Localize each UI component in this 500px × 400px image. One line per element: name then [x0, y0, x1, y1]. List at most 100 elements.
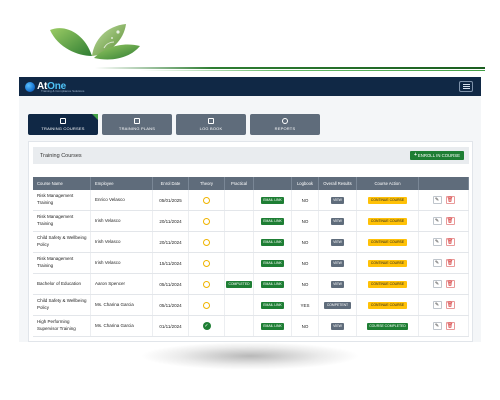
hamburger-menu-button[interactable] — [459, 81, 473, 92]
course-action-button[interactable]: CONTINUE COURSE — [368, 301, 407, 309]
training-courses-card: Training Courses + ENROLL IN COURSE Cour… — [28, 141, 473, 342]
delete-trash-icon[interactable]: 🗑 — [445, 322, 455, 330]
in-progress-ring-icon — [203, 301, 210, 309]
check-complete-icon: ✓ — [202, 322, 211, 330]
course-name-cell: Risk Management Training — [33, 190, 91, 210]
col-course-action: Course Action — [357, 177, 419, 190]
theory-status-cell — [189, 190, 225, 210]
col-enrol-date: Enrol Date — [153, 177, 189, 190]
course-name-cell: Bachelor of Education — [33, 274, 91, 294]
email-link-button[interactable]: EMAIL LINK — [260, 238, 285, 246]
course-action-button[interactable]: CONTINUE COURSE — [368, 259, 407, 267]
employee-cell: Irish Velasco — [91, 253, 153, 273]
course-name-cell: Child Safety & Wellbeing Policy — [33, 295, 91, 315]
course-action-button[interactable]: CONTINUE COURSE — [368, 217, 407, 225]
green-divider — [95, 67, 485, 69]
row-actions-cell: ✎ 🗑 — [419, 253, 469, 273]
email-link-button[interactable]: EMAIL LINK — [260, 259, 285, 267]
in-progress-ring-icon — [203, 280, 210, 288]
edit-pencil-icon[interactable]: ✎ — [432, 238, 442, 246]
col-practical: Practical — [225, 177, 254, 190]
enrol-date-cell: 01/11/2024 — [153, 316, 189, 336]
row-actions-cell: ✎ 🗑 — [419, 190, 469, 210]
tab-training-plans[interactable]: TRAINING PLANS — [102, 114, 172, 135]
course-action-cell: CONTINUE COURSE — [357, 253, 419, 273]
email-link-button[interactable]: EMAIL LINK — [260, 322, 285, 330]
course-action-button[interactable]: CONTINUE COURSE — [368, 238, 407, 246]
active-tab-marker — [92, 114, 98, 120]
result-button[interactable]: VIEW — [330, 322, 345, 330]
course-action-cell: COURSE COMPLETED — [357, 316, 419, 336]
enrol-date-cell: 05/11/2024 — [153, 295, 189, 315]
email-link-button[interactable]: EMAIL LINK — [260, 280, 285, 288]
course-action-cell: CONTINUE COURSE — [357, 295, 419, 315]
practical-cell — [225, 316, 254, 336]
delete-trash-icon[interactable]: 🗑 — [445, 238, 455, 246]
result-button[interactable]: VIEW — [330, 196, 345, 204]
edit-pencil-icon[interactable]: ✎ — [432, 196, 442, 204]
delete-trash-icon[interactable]: 🗑 — [445, 301, 455, 309]
course-action-cell: CONTINUE COURSE — [357, 190, 419, 210]
enroll-in-course-button[interactable]: + ENROLL IN COURSE — [409, 151, 464, 160]
email-cell: EMAIL LINK — [254, 274, 292, 294]
edit-pencil-icon[interactable]: ✎ — [432, 322, 442, 330]
overall-result-cell: VIEW — [319, 253, 357, 273]
employee-cell: Ms. Charina Garcia — [91, 316, 153, 336]
theory-status-cell: ✓ — [189, 316, 225, 336]
practical-cell — [225, 211, 254, 231]
overall-result-cell: VIEW — [319, 316, 357, 336]
result-button[interactable]: VIEW — [330, 238, 345, 246]
result-button[interactable]: VIEW — [330, 280, 345, 288]
result-button[interactable]: COMPETENT — [324, 301, 351, 309]
delete-trash-icon[interactable]: 🗑 — [445, 259, 455, 267]
delete-trash-icon[interactable]: 🗑 — [445, 196, 455, 204]
brand-name: AtOne — [37, 81, 67, 92]
tab-training-courses[interactable]: TRAINING COURSES — [28, 114, 98, 135]
drop-shadow — [140, 342, 360, 370]
delete-trash-icon[interactable]: 🗑 — [445, 280, 455, 288]
table-row: Risk Management Training Enrico Velasco 05… — [33, 190, 469, 211]
in-progress-ring-icon — [203, 217, 210, 225]
tab-reports[interactable]: REPORTS — [250, 114, 320, 135]
practical-status-badge: COMPLETED — [225, 280, 253, 288]
in-progress-ring-icon — [203, 259, 210, 267]
enroll-button-label: ENROLL IN COURSE — [417, 153, 460, 158]
overall-result-cell: VIEW — [319, 190, 357, 210]
email-link-button[interactable]: EMAIL LINK — [260, 196, 285, 204]
clipboard-icon — [134, 118, 140, 124]
course-name-cell: High Performing Supervisor Training — [33, 316, 91, 336]
book-icon — [60, 118, 66, 124]
course-name-cell: Risk Management Training — [33, 211, 91, 231]
tab-log-book[interactable]: LOG BOOK — [176, 114, 246, 135]
result-button[interactable]: VIEW — [330, 217, 345, 225]
logbook-cell: NO — [292, 232, 319, 252]
employee-cell: Irish Velasco — [91, 232, 153, 252]
course-action-button[interactable]: CONTINUE COURSE — [368, 280, 407, 288]
course-action-cell: CONTINUE COURSE — [357, 232, 419, 252]
email-cell: EMAIL LINK — [254, 253, 292, 273]
overall-result-cell: VIEW — [319, 211, 357, 231]
edit-pencil-icon[interactable]: ✎ — [432, 301, 442, 309]
edit-pencil-icon[interactable]: ✎ — [432, 280, 442, 288]
row-actions-cell: ✎ 🗑 — [419, 232, 469, 252]
edit-pencil-icon[interactable]: ✎ — [432, 259, 442, 267]
table-header-row: Course Name Employee Enrol Date Theory P… — [33, 177, 469, 190]
result-button[interactable]: VIEW — [330, 259, 345, 267]
email-cell: EMAIL LINK — [254, 190, 292, 210]
col-overall-results: Overall Results — [319, 177, 357, 190]
brand-logo[interactable]: AtOne — [25, 81, 66, 92]
enrol-date-cell: 05/11/2024 — [153, 274, 189, 294]
delete-trash-icon[interactable]: 🗑 — [445, 217, 455, 225]
email-link-button[interactable]: EMAIL LINK — [260, 301, 285, 309]
col-course-name: Course Name — [33, 177, 91, 190]
course-action-cell: CONTINUE COURSE — [357, 211, 419, 231]
edit-pencil-icon[interactable]: ✎ — [432, 217, 442, 225]
table-row: Bachelor of Education Aaron Spencer 05/11/… — [33, 274, 469, 295]
course-action-button[interactable]: CONTINUE COURSE — [368, 196, 407, 204]
email-link-button[interactable]: EMAIL LINK — [260, 217, 285, 225]
email-cell: EMAIL LINK — [254, 295, 292, 315]
course-action-button[interactable]: COURSE COMPLETED — [366, 322, 409, 330]
enrol-date-cell: 20/11/2024 — [153, 211, 189, 231]
logbook-cell: NO — [292, 316, 319, 336]
col-employee: Employee — [91, 177, 153, 190]
